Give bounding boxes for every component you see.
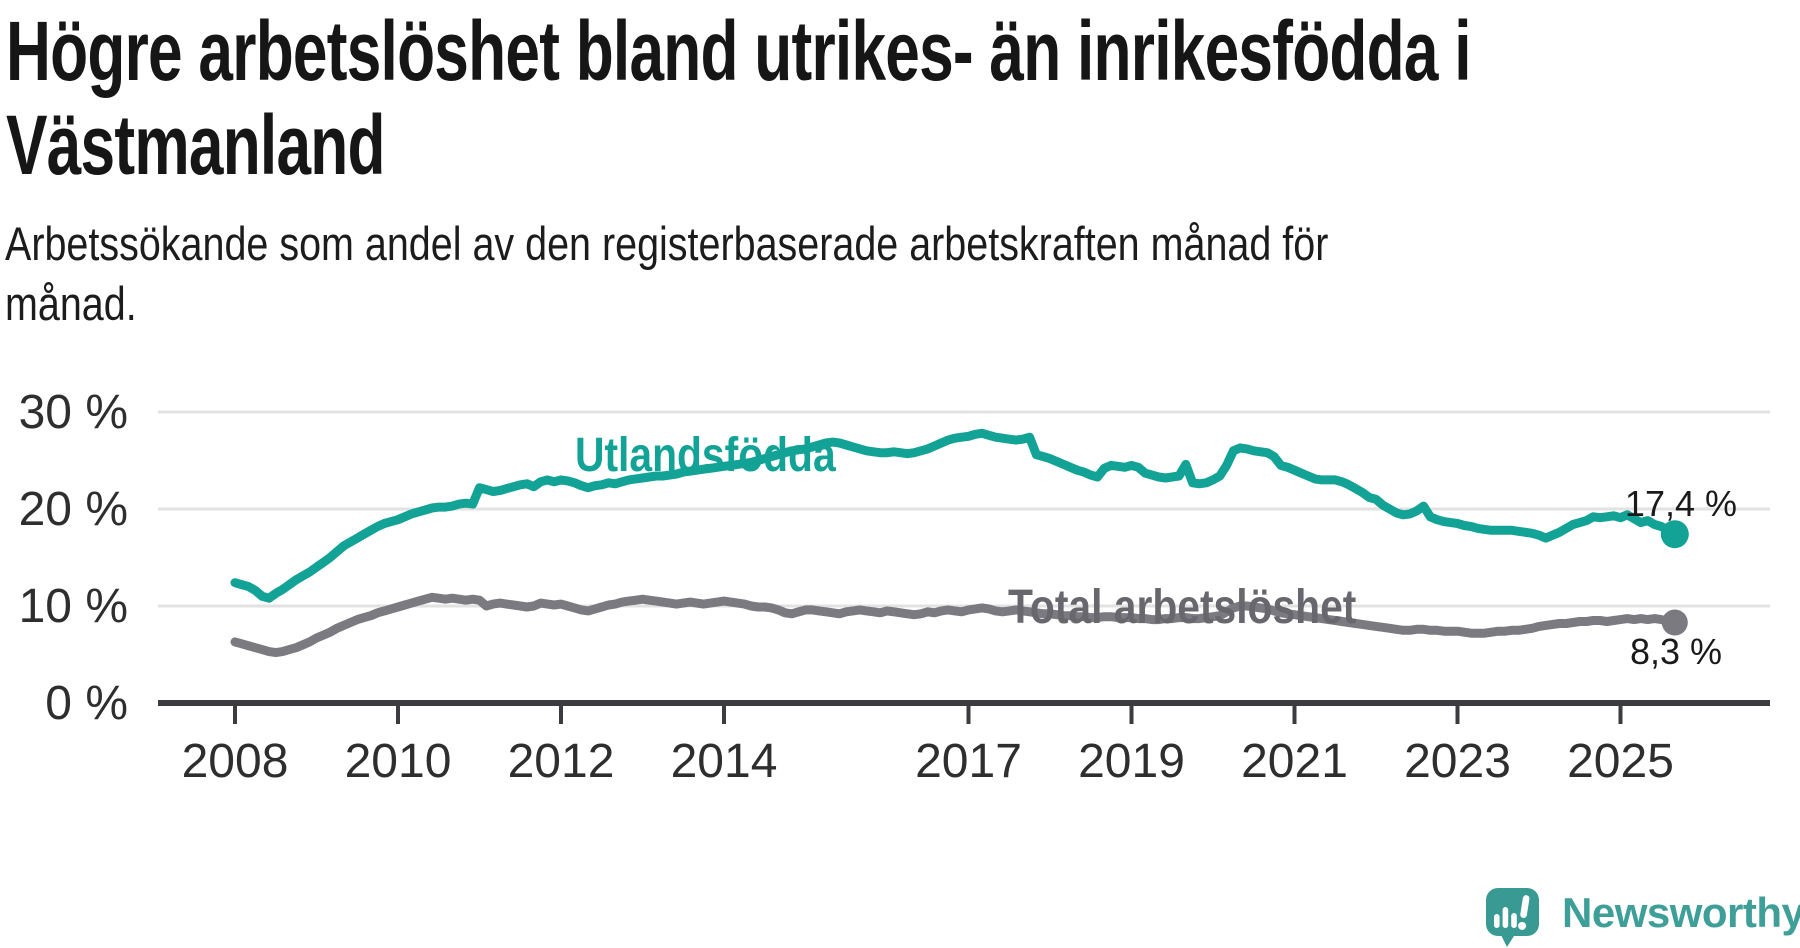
end-value-label-total: 8,3 % — [1629, 631, 1722, 672]
x-tick-label: 2025 — [1567, 735, 1674, 788]
newsworthy-logo-text: Newsworthy — [1562, 889, 1800, 936]
title-line-2: Västmanland — [6, 98, 385, 192]
series-end-dot-0 — [1660, 520, 1689, 549]
y-tick-label: 10 % — [19, 580, 128, 633]
x-tick-label: 2017 — [915, 735, 1022, 788]
newsworthy-chart-bubble-icon — [1486, 888, 1539, 947]
x-tick-label: 2012 — [508, 735, 615, 788]
series-line-0 — [230, 428, 1680, 603]
x-tick-label: 2019 — [1078, 735, 1185, 788]
series-end-dot-1 — [1661, 609, 1688, 636]
series-label-total-arbetsloshet: Total arbetslöshet — [1008, 581, 1357, 634]
y-tick-label: 0 % — [45, 677, 128, 730]
newsworthy-logo: Newsworthy — [1484, 886, 1800, 948]
subtitle-line-1: Arbetssökande som andel av den registerb… — [5, 217, 1329, 270]
y-tick-label: 20 % — [19, 483, 128, 536]
x-tick-label: 2014 — [671, 735, 778, 788]
page-title: Högre arbetslöshet bland utrikes- än inr… — [6, 4, 1708, 192]
subtitle-line-2: månad. — [5, 277, 137, 330]
y-tick-label: 30 % — [19, 386, 128, 439]
title-line-1: Högre arbetslöshet bland utrikes- än inr… — [6, 4, 1472, 98]
x-tick-label: 2021 — [1241, 735, 1348, 788]
x-tick-label: 2008 — [182, 735, 289, 788]
x-tick-label: 2023 — [1404, 735, 1511, 788]
end-value-label-utlandsfodda: 17,4 % — [1624, 483, 1737, 524]
series-label-utlandsfodda: Utlandsfödda — [575, 429, 836, 482]
chart-subtitle: Arbetssökande som andel av den registerb… — [5, 214, 1685, 334]
series-line-1 — [230, 592, 1680, 658]
x-tick-label: 2010 — [345, 735, 452, 788]
